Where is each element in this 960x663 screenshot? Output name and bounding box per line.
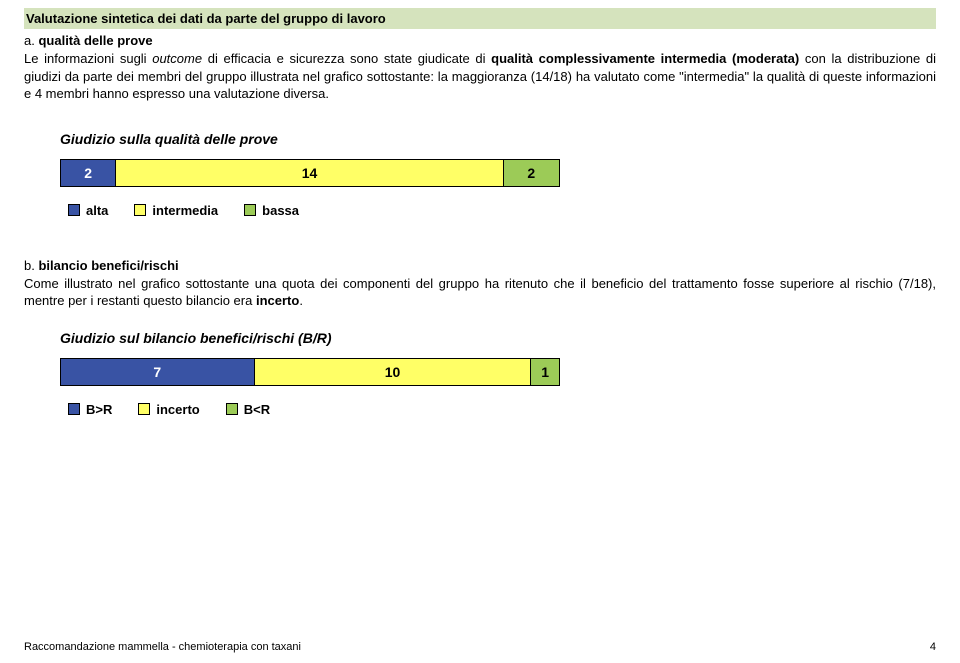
- footer-left: Raccomandazione mammella - chemioterapia…: [24, 641, 301, 653]
- section-b-heading: b. bilancio benefici/rischi: [24, 258, 936, 273]
- chart-balance-swatch-B-R: [68, 403, 80, 415]
- t-a-p3: di efficacia e sicurezza sono state giud…: [202, 51, 491, 66]
- section-b-title: bilancio benefici/rischi: [38, 258, 178, 273]
- t-b-p3: .: [299, 293, 303, 308]
- t-a-p4: qualità complessivamente intermedia (mod…: [491, 51, 799, 66]
- chart-balance-legend-label-B-R: B<R: [244, 402, 270, 417]
- chart-balance-legend-label-B-R: B>R: [86, 402, 112, 417]
- section-b: b. bilancio benefici/rischi Come illustr…: [24, 258, 936, 417]
- section-a-prefix: a.: [24, 33, 35, 48]
- chart-balance-segment-B-R: 7: [61, 359, 255, 385]
- chart-balance-segment-B-R: 1: [531, 359, 559, 385]
- chart-quality-bar: 2142: [60, 159, 560, 187]
- chart-quality-legend-label-alta: alta: [86, 203, 108, 218]
- section-a-body: Le informazioni sugli outcome di efficac…: [24, 50, 936, 103]
- chart-quality-legend-item-alta: alta: [68, 203, 108, 218]
- page-footer: Raccomandazione mammella - chemioterapia…: [24, 641, 936, 653]
- chart-balance-bar: 7101: [60, 358, 560, 386]
- chart-balance-legend-item-B-R: B>R: [68, 402, 112, 417]
- t-b-p2: incerto: [256, 293, 299, 308]
- chart-quality-segment-bassa: 2: [504, 160, 559, 186]
- chart-quality-legend-label-intermedia: intermedia: [152, 203, 218, 218]
- section-b-prefix: b.: [24, 258, 35, 273]
- page-heading: Valutazione sintetica dei dati da parte …: [24, 8, 936, 29]
- chart-quality-legend-item-bassa: bassa: [244, 203, 299, 218]
- chart-balance-title: Giudizio sul bilancio benefici/rischi (B…: [60, 330, 620, 346]
- footer-page-number: 4: [930, 641, 936, 653]
- chart-quality-legend-label-bassa: bassa: [262, 203, 299, 218]
- chart-balance-legend-item-B-R: B<R: [226, 402, 270, 417]
- chart-balance-legend-label-incerto: incerto: [156, 402, 199, 417]
- t-a-p1: Le informazioni sugli: [24, 51, 152, 66]
- section-b-body: Come illustrato nel grafico sottostante …: [24, 275, 936, 310]
- chart-quality-swatch-bassa: [244, 204, 256, 216]
- chart-quality-legend-item-intermedia: intermedia: [134, 203, 218, 218]
- chart-quality-swatch-intermedia: [134, 204, 146, 216]
- chart-balance-swatch-B-R: [226, 403, 238, 415]
- chart-quality-legend: alta intermedia bassa: [68, 203, 620, 218]
- chart-quality-segment-alta: 2: [61, 160, 116, 186]
- chart-balance-segment-incerto: 10: [255, 359, 532, 385]
- chart-quality-segment-intermedia: 14: [116, 160, 503, 186]
- chart-balance: Giudizio sul bilancio benefici/rischi (B…: [60, 330, 620, 417]
- t-a-p2: outcome: [152, 51, 202, 66]
- chart-quality-swatch-alta: [68, 204, 80, 216]
- section-a-heading: a. qualità delle prove: [24, 33, 936, 48]
- chart-quality-title: Giudizio sulla qualità delle prove: [60, 131, 620, 147]
- chart-balance-swatch-incerto: [138, 403, 150, 415]
- chart-quality: Giudizio sulla qualità delle prove 2142 …: [60, 131, 620, 218]
- section-a-title: qualità delle prove: [38, 33, 152, 48]
- chart-balance-legend: B>R incerto B<R: [68, 402, 620, 417]
- page-heading-text: Valutazione sintetica dei dati da parte …: [26, 11, 386, 26]
- chart-balance-legend-item-incerto: incerto: [138, 402, 199, 417]
- t-b-p1: Come illustrato nel grafico sottostante …: [24, 276, 936, 309]
